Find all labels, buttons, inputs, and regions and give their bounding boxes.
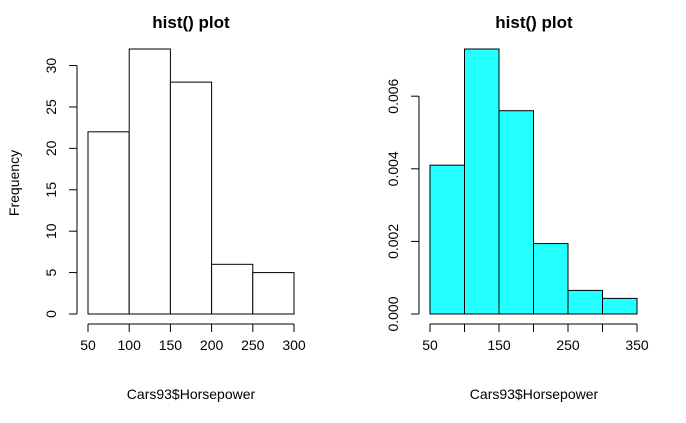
histogram-panel-left: hist() plot Cars93$Horsepower Frequency …: [6, 13, 306, 402]
histogram-bar-right-3: [533, 243, 569, 315]
bars-right: [429, 48, 638, 315]
y-axis-right: 0.000 0.002 0.004 0.006: [385, 78, 420, 332]
y-tick-label-right-1: 0.002: [385, 224, 401, 259]
x-tick-label-right-1: 150: [487, 337, 511, 353]
chart-title-left: hist() plot: [152, 13, 230, 32]
y-tick-label-left-0: 0: [43, 310, 59, 318]
histogram-bar-right-0: [429, 164, 465, 315]
chart-title-right: hist() plot: [495, 13, 573, 32]
histogram-bar-left-2: [169, 81, 213, 315]
x-tick-label-left-4: 250: [241, 337, 265, 353]
x-tick-label-left-0: 50: [80, 337, 96, 353]
bars-left: [87, 48, 295, 315]
x-tick-label-right-0: 50: [422, 337, 438, 353]
x-tick-label-left-5: 300: [282, 337, 306, 353]
histogram-bar-right-2: [498, 110, 534, 315]
histogram-bar-left-3: [211, 263, 254, 315]
y-tick-label-left-5: 25: [43, 99, 59, 115]
x-tick-label-left-2: 150: [159, 337, 183, 353]
y-tick-label-right-3: 0.006: [385, 78, 401, 113]
histogram-bar-right-4: [567, 289, 603, 315]
histogram-bar-left-1: [128, 48, 171, 315]
x-axis-right: 50 150 250 350: [422, 323, 649, 353]
y-tick-label-left-6: 30: [43, 58, 59, 74]
y-axis-left: 0 5 10 15 20 25 30: [43, 58, 78, 318]
x-tick-label-left-1: 100: [118, 337, 142, 353]
histogram-bar-left-0: [87, 131, 130, 315]
y-axis-label-left: Frequency: [6, 150, 22, 216]
y-tick-label-left-4: 20: [43, 140, 59, 156]
y-tick-label-left-2: 10: [43, 223, 59, 239]
x-tick-label-right-2: 250: [556, 337, 580, 353]
y-tick-label-right-2: 0.004: [385, 151, 401, 186]
x-axis-left: 50 100 150 200 250 300: [80, 323, 306, 353]
histogram-panel-right: hist() plot Cars93$Horsepower 50 150 250 35…: [385, 13, 649, 402]
histogram-bar-right-5: [602, 297, 638, 315]
x-axis-label-right: Cars93$Horsepower: [470, 386, 599, 402]
y-tick-label-left-1: 5: [43, 268, 59, 276]
x-tick-label-left-3: 200: [200, 337, 224, 353]
x-tick-label-right-3: 350: [625, 337, 649, 353]
histogram-bar-left-4: [252, 272, 295, 315]
histogram-bar-right-1: [464, 48, 500, 315]
y-tick-label-right-0: 0.000: [385, 296, 401, 331]
x-axis-label-left: Cars93$Horsepower: [127, 386, 256, 402]
y-tick-label-left-3: 15: [43, 182, 59, 198]
